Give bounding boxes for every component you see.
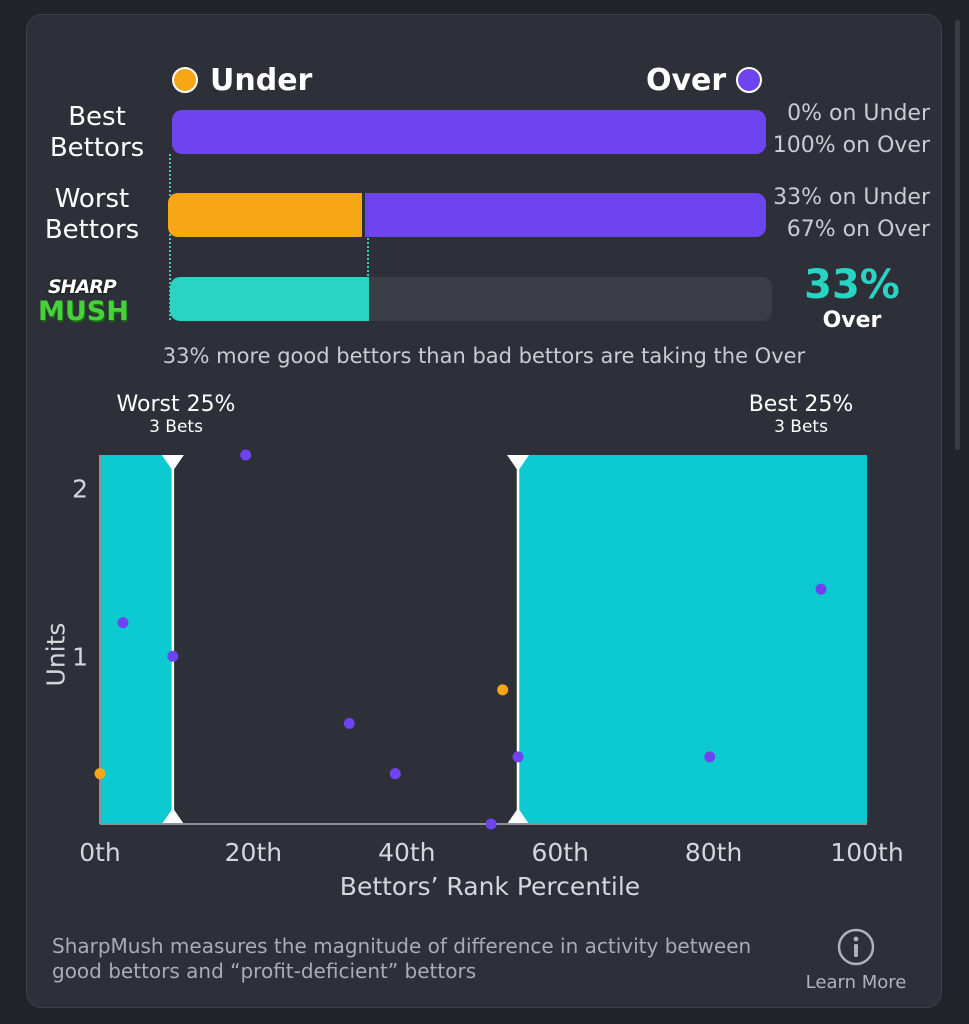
best-over-segment	[172, 110, 766, 154]
best-over-text: 100% on Over	[772, 133, 930, 158]
over-point-8	[815, 583, 827, 595]
best-quartile-label: Best 25% 3 Bets	[721, 392, 881, 437]
over-point-6	[512, 751, 524, 763]
guide-line-left	[169, 154, 171, 320]
worst-quartile-subtitle: 3 Bets	[149, 417, 203, 437]
worst-quartile-label: Worst 25% 3 Bets	[96, 392, 256, 437]
learn-more-button[interactable]: Learn More	[798, 928, 914, 998]
worst-bettors-label-line2: Bettors	[44, 215, 140, 245]
under-point-0	[94, 768, 106, 780]
footer-description: SharpMush measures the magnitude of diff…	[52, 934, 752, 983]
sharpmush-logo-bottom: MUSH	[38, 296, 129, 327]
scrollbar[interactable]	[955, 20, 960, 450]
marker-top-1	[507, 455, 530, 471]
sharpmush-fill	[170, 277, 369, 321]
sharpmush-bar	[170, 277, 772, 321]
worst-over-segment	[365, 193, 766, 237]
over-point-7	[704, 751, 716, 763]
shaded-region-1	[518, 455, 867, 824]
over-point-4	[389, 768, 401, 780]
best-bettors-label: Best Bettors	[32, 102, 162, 164]
x-tick-label-3: 60th	[531, 838, 588, 867]
worst-under-segment	[168, 193, 366, 237]
worst-under-text: 33% on Under	[773, 185, 930, 210]
x-tick-label-2: 40th	[378, 838, 435, 867]
best-bettors-bar	[172, 110, 766, 154]
best-quartile-title: Best 25%	[748, 392, 854, 417]
over-point-0	[117, 617, 129, 629]
sharpmush-logo: SHARP MUSH	[36, 276, 152, 334]
y-tick-label-1: 2	[72, 475, 88, 504]
over-point-5	[485, 818, 497, 830]
worst-bettors-bar	[168, 193, 766, 237]
sharpmush-direction: Over	[822, 308, 882, 333]
over-point-3	[343, 717, 355, 729]
x-tick-label-0: 0th	[79, 838, 121, 867]
worst-quartile-title: Worst 25%	[116, 392, 236, 417]
x-axis-title: Bettors’ Rank Percentile	[339, 872, 641, 901]
summary-text: 33% more good bettors than bad bettors a…	[162, 344, 806, 368]
best-under-text: 0% on Under	[787, 101, 930, 126]
over-point-2	[240, 449, 252, 461]
worst-bettors-label: Worst Bettors	[27, 184, 157, 246]
under-point-1	[497, 684, 509, 696]
under-legend-dot	[172, 67, 198, 93]
x-tick-label-4: 80th	[685, 838, 742, 867]
best-bettors-label-line1: Best	[68, 102, 126, 132]
worst-bettors-stats: 33% on Under 67% on Over	[768, 182, 930, 246]
marker-bottom-0	[161, 808, 184, 824]
sharpmush-percent: 33%	[804, 262, 900, 308]
marker-top-0	[161, 455, 184, 471]
best-bettors-label-line2: Bettors	[49, 133, 145, 163]
x-tick-label-5: 100th	[830, 838, 903, 867]
over-legend-label: Over	[646, 63, 727, 98]
best-quartile-subtitle: 3 Bets	[774, 417, 828, 437]
under-legend-label: Under	[210, 63, 313, 98]
over-legend-dot	[736, 67, 762, 93]
x-tick-label-1: 20th	[225, 838, 282, 867]
worst-over-text: 67% on Over	[786, 217, 930, 242]
info-circle-icon	[837, 928, 875, 966]
shaded-region-0	[100, 455, 173, 824]
learn-more-label: Learn More	[805, 972, 907, 993]
marker-bottom-1	[507, 808, 530, 824]
y-tick-label-0: 1	[72, 642, 88, 671]
y-axis-title: Units	[41, 622, 71, 687]
worst-bettors-label-line1: Worst	[54, 184, 130, 214]
sharpmush-logo-top: SHARP	[48, 276, 117, 298]
over-point-1	[167, 650, 179, 662]
best-bettors-stats: 0% on Under 100% on Over	[768, 98, 930, 162]
